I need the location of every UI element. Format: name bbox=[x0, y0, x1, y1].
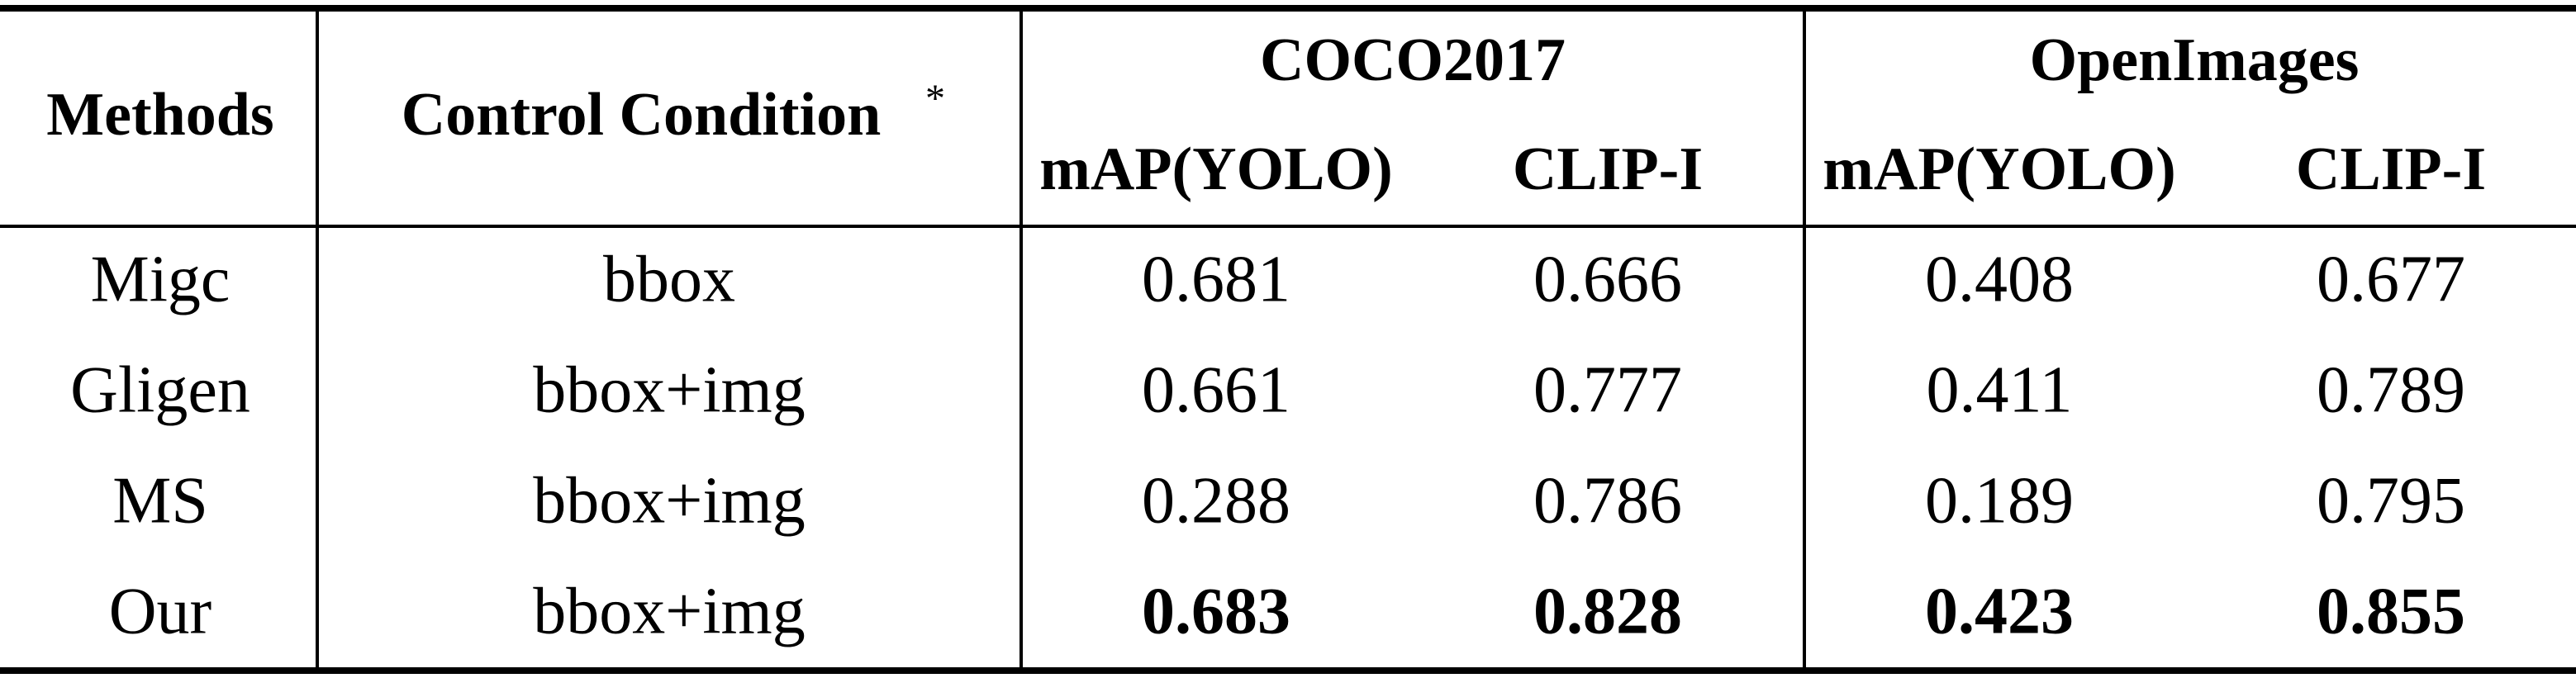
score-cell: 0.795 bbox=[2317, 464, 2465, 537]
group-header: COCO2017 bbox=[1260, 26, 1566, 94]
method-name: MS bbox=[112, 464, 208, 537]
score-cell: 0.661 bbox=[1142, 353, 1290, 426]
subheader: mAP(YOLO) bbox=[1823, 135, 2176, 203]
footnote-mark: * bbox=[925, 77, 945, 121]
method-name: Our bbox=[109, 575, 211, 647]
score-cell: 0.683 bbox=[1142, 575, 1290, 647]
score-cell: 0.411 bbox=[1926, 353, 2072, 426]
score-cell: 0.189 bbox=[1925, 464, 2074, 537]
header-condition: Control Condition bbox=[402, 81, 881, 149]
subheader: CLIP-I bbox=[2296, 135, 2486, 203]
group-header: OpenImages bbox=[2030, 26, 2360, 94]
method-name: Gligen bbox=[70, 353, 250, 426]
header-methods: Methods bbox=[46, 81, 273, 149]
method-name: Migc bbox=[91, 243, 231, 315]
score-cell: 0.666 bbox=[1533, 243, 1682, 315]
subheader: mAP(YOLO) bbox=[1039, 135, 1393, 203]
score-cell: 0.786 bbox=[1533, 464, 1682, 537]
score-cell: 0.288 bbox=[1142, 464, 1290, 537]
score-cell: 0.423 bbox=[1925, 575, 2074, 647]
score-cell: 0.777 bbox=[1533, 353, 1682, 426]
condition-cell: bbox+img bbox=[533, 464, 806, 537]
condition-cell: bbox+img bbox=[533, 575, 806, 647]
score-cell: 0.789 bbox=[2317, 353, 2465, 426]
score-cell: 0.677 bbox=[2317, 243, 2465, 315]
score-cell: 0.681 bbox=[1142, 243, 1290, 315]
condition-cell: bbox+img bbox=[533, 353, 806, 426]
score-cell: 0.828 bbox=[1533, 575, 1682, 647]
subheader: CLIP-I bbox=[1513, 135, 1703, 203]
condition-cell: bbox bbox=[603, 243, 735, 315]
score-cell: 0.408 bbox=[1925, 243, 2074, 315]
score-cell: 0.855 bbox=[2317, 575, 2465, 647]
